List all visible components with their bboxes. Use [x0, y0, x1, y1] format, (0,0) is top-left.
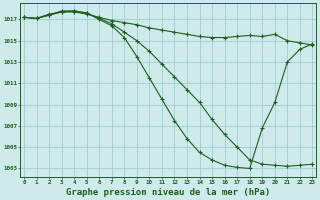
X-axis label: Graphe pression niveau de la mer (hPa): Graphe pression niveau de la mer (hPa)	[66, 188, 270, 197]
